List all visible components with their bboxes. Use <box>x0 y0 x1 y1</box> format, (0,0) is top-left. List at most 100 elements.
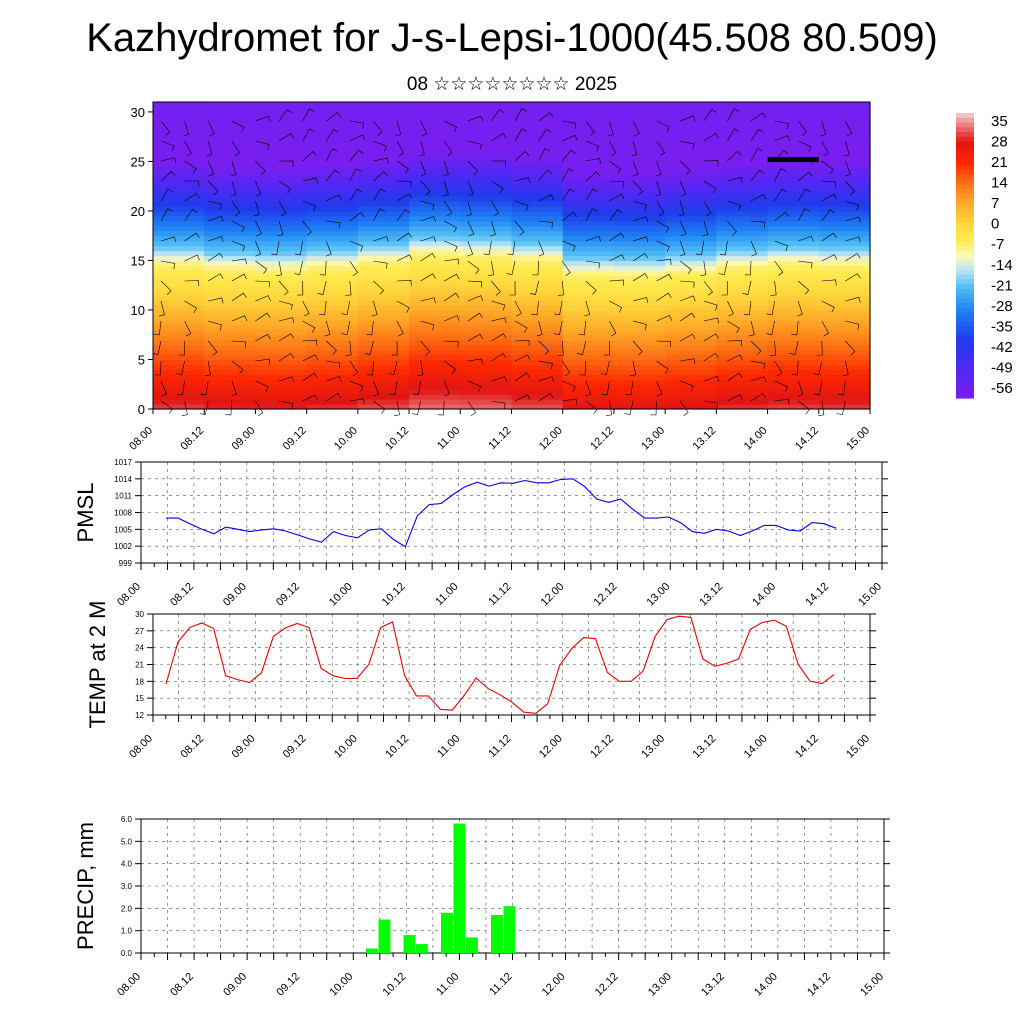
wind-barb <box>208 252 224 262</box>
wind-barb <box>750 360 766 370</box>
temperature-cell <box>818 151 871 158</box>
temperature-cell <box>767 181 820 187</box>
wind-barb <box>154 360 162 376</box>
wind-barb <box>562 240 576 252</box>
y-tick-label: 30 <box>131 105 145 120</box>
temperature-cell <box>665 285 717 291</box>
wind-barb <box>444 273 460 282</box>
wind-barb <box>420 273 436 282</box>
temperature-cell <box>818 314 871 321</box>
temperature-cell <box>306 171 359 177</box>
temperature-cell <box>460 310 513 316</box>
colorbar-segment <box>956 364 974 371</box>
temperature-cell <box>153 359 205 366</box>
x-tick-label: 14.00 <box>742 425 770 453</box>
temperature-cell <box>818 191 871 197</box>
temperature-cell <box>357 280 410 286</box>
temperature-cell <box>204 339 256 346</box>
wind-barb <box>789 340 799 355</box>
temperature-cell <box>306 310 359 316</box>
temperature-cell <box>613 126 666 133</box>
temperature-cell <box>767 384 820 390</box>
temperature-cell <box>306 319 359 326</box>
temperature-cell <box>153 151 205 158</box>
y-tick-label: 12 <box>135 711 144 720</box>
temperature-cell <box>511 102 564 108</box>
temperature-cell <box>409 379 461 385</box>
temperature-cell <box>357 230 410 237</box>
temperature-cell <box>255 230 308 237</box>
wind-barb <box>326 392 342 402</box>
temperature-cell <box>716 235 769 242</box>
wind-barb <box>349 149 364 162</box>
wind-barb <box>798 400 810 415</box>
wind-barb <box>845 180 856 196</box>
temperature-cell <box>204 270 256 276</box>
temperature-cell <box>306 186 359 192</box>
temperature-cell <box>409 215 461 222</box>
temperature-cell <box>460 389 513 395</box>
colorbar-segment <box>956 303 974 309</box>
wind-barb <box>345 340 352 356</box>
temperature-cell <box>409 364 461 370</box>
temperature-cell <box>306 270 359 276</box>
temperature-cell <box>255 126 308 133</box>
temperature-cell <box>562 250 615 257</box>
wind-barb <box>207 120 215 137</box>
colorbar-segment <box>956 326 974 333</box>
wind-barb <box>489 220 496 237</box>
wind-barb <box>514 150 530 162</box>
temperature-cell <box>409 349 461 356</box>
temperature-cell <box>767 314 820 321</box>
wind-barb <box>444 220 457 233</box>
wind-barb <box>632 252 649 262</box>
y-tick-label: 15 <box>135 694 144 703</box>
temperature-cell <box>613 285 666 291</box>
temperature-cell <box>409 374 461 380</box>
colorbar-segment <box>956 317 974 323</box>
temperature-cell <box>716 404 769 410</box>
temperature-cell <box>562 270 615 276</box>
wind-barb <box>821 180 837 188</box>
wind-barb <box>302 128 315 142</box>
wind-barb <box>842 360 849 377</box>
wind-barb <box>703 280 713 296</box>
temperature-cell <box>460 260 513 267</box>
wind-barb <box>208 215 224 222</box>
temperature-cell <box>613 369 666 375</box>
temperature-cell <box>511 300 564 306</box>
temperature-cell <box>255 275 308 281</box>
temperature-cell <box>306 300 359 306</box>
wind-barb <box>585 380 592 397</box>
colorbar-segment <box>956 203 974 209</box>
wind-barb <box>531 300 539 316</box>
temperature-cell <box>613 166 666 172</box>
temperature-cell <box>204 201 256 207</box>
x-tick-label: 12.12 <box>592 581 620 609</box>
wind-barb <box>275 260 282 277</box>
temperature-cell <box>204 369 256 375</box>
wind-barb <box>160 380 167 397</box>
wind-barb <box>420 320 435 331</box>
temperature-cell <box>613 329 666 336</box>
temperature-cell <box>306 181 359 187</box>
temperature-cell <box>767 324 820 331</box>
wind-barb <box>837 380 846 396</box>
temperature-cell <box>460 102 513 108</box>
temperature-cell <box>204 399 256 405</box>
temperature-cell <box>511 329 564 336</box>
temperature-cell <box>767 156 820 163</box>
temperature-cell <box>409 359 461 366</box>
colorbar-segment <box>956 151 974 157</box>
temperature-cell <box>357 210 410 217</box>
temperature-cell <box>665 354 717 361</box>
x-tick-label: 15.00 <box>858 971 886 999</box>
colorbar-segment <box>956 274 974 280</box>
temperature-cell <box>665 116 717 123</box>
temperature-cell <box>306 121 359 128</box>
temperature-cell <box>665 394 717 400</box>
wind-barb <box>584 300 591 317</box>
temperature-cell <box>409 300 461 306</box>
temperature-cell <box>255 181 308 187</box>
temperature-cell <box>153 131 205 138</box>
